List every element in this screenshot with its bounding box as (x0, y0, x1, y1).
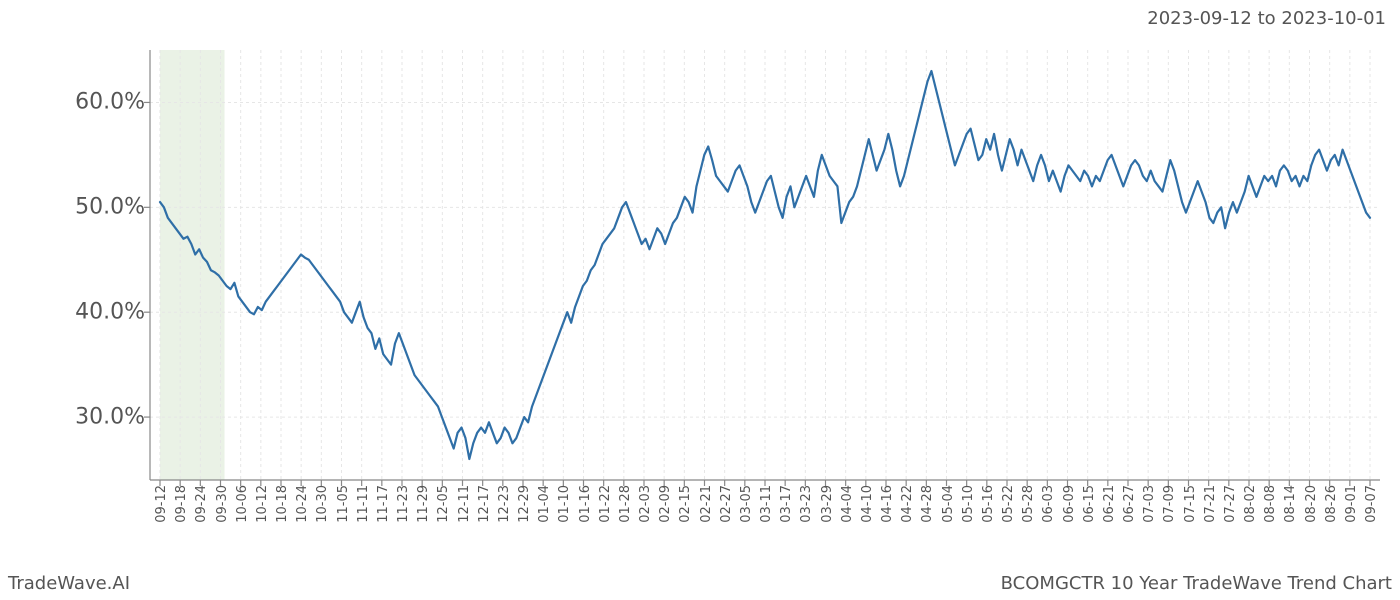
x-tick-label: 02-09 (658, 485, 673, 523)
x-tick-label: 06-27 (1122, 485, 1137, 523)
x-tick-label: 07-03 (1142, 485, 1157, 523)
x-tick-label: 07-15 (1183, 485, 1198, 523)
x-tick-label: 11-11 (356, 485, 371, 523)
x-tick-label: 03-23 (799, 485, 814, 523)
x-tick-label: 05-04 (941, 485, 956, 523)
x-tick-label: 06-15 (1082, 485, 1097, 523)
x-tick-label: 01-28 (618, 485, 633, 523)
x-tick-label: 09-24 (194, 485, 209, 523)
x-tick-label: 05-28 (1021, 485, 1036, 523)
x-tick-label: 05-16 (981, 485, 996, 523)
x-tick-label: 06-09 (1062, 485, 1077, 523)
x-tick-label: 04-22 (900, 485, 915, 523)
x-tick-label: 12-23 (497, 485, 512, 523)
x-tick-label: 03-17 (779, 485, 794, 523)
x-tick-label: 05-10 (961, 485, 976, 523)
x-tick-label: 01-10 (557, 485, 572, 523)
x-tick-label: 04-16 (880, 485, 895, 523)
x-tick-label: 02-27 (719, 485, 734, 523)
x-tick-label: 10-30 (315, 485, 330, 523)
x-tick-label: 07-21 (1203, 485, 1218, 523)
y-tick-label: 30.0% (75, 405, 145, 430)
x-tick-label: 09-07 (1364, 485, 1379, 523)
x-tick-label: 08-26 (1324, 485, 1339, 523)
x-tick-label: 08-08 (1263, 485, 1278, 523)
x-tick-label: 11-29 (416, 485, 431, 523)
x-tick-label: 02-03 (638, 485, 653, 523)
x-tick-label: 01-04 (537, 485, 552, 523)
chart-container: 2023-09-12 to 2023-10-01 TradeWave.AI BC… (0, 0, 1400, 600)
x-tick-label: 06-21 (1102, 485, 1117, 523)
x-tick-label: 10-18 (275, 485, 290, 523)
x-tick-label: 08-14 (1283, 485, 1298, 523)
x-tick-label: 09-12 (154, 485, 169, 523)
x-tick-label: 08-20 (1304, 485, 1319, 523)
x-tick-label: 11-17 (376, 485, 391, 523)
x-tick-label: 08-02 (1243, 485, 1258, 523)
x-tick-label: 06-03 (1041, 485, 1056, 523)
date-range-label: 2023-09-12 to 2023-10-01 (1147, 8, 1386, 29)
x-tick-label: 02-21 (699, 485, 714, 523)
x-tick-label: 01-16 (578, 485, 593, 523)
x-tick-label: 03-11 (759, 485, 774, 523)
chart-svg (150, 50, 1380, 480)
x-tick-label: 12-11 (457, 485, 472, 523)
x-tick-label: 04-04 (840, 485, 855, 523)
x-tick-label: 02-15 (678, 485, 693, 523)
x-tick-label: 07-27 (1223, 485, 1238, 523)
x-tick-label: 03-05 (739, 485, 754, 523)
x-tick-label: 01-22 (598, 485, 613, 523)
y-tick-label: 60.0% (75, 90, 145, 115)
line-chart (150, 50, 1380, 480)
x-tick-label: 11-23 (396, 485, 411, 523)
x-tick-label: 12-17 (477, 485, 492, 523)
y-tick-label: 50.0% (75, 195, 145, 220)
x-tick-label: 04-28 (920, 485, 935, 523)
x-tick-label: 12-29 (517, 485, 532, 523)
x-tick-label: 09-01 (1344, 485, 1359, 523)
x-tick-label: 10-06 (235, 485, 250, 523)
y-tick-label: 40.0% (75, 300, 145, 325)
x-tick-label: 04-10 (860, 485, 875, 523)
x-tick-label: 09-30 (215, 485, 230, 523)
x-tick-label: 10-24 (295, 485, 310, 523)
x-tick-label: 03-29 (820, 485, 835, 523)
x-tick-label: 11-05 (336, 485, 351, 523)
x-tick-label: 09-18 (174, 485, 189, 523)
chart-title: BCOMGCTR 10 Year TradeWave Trend Chart (1001, 573, 1392, 594)
x-tick-label: 07-09 (1162, 485, 1177, 523)
brand-label: TradeWave.AI (8, 573, 130, 594)
x-tick-label: 12-05 (436, 485, 451, 523)
x-tick-label: 05-22 (1001, 485, 1016, 523)
x-tick-label: 10-12 (255, 485, 270, 523)
